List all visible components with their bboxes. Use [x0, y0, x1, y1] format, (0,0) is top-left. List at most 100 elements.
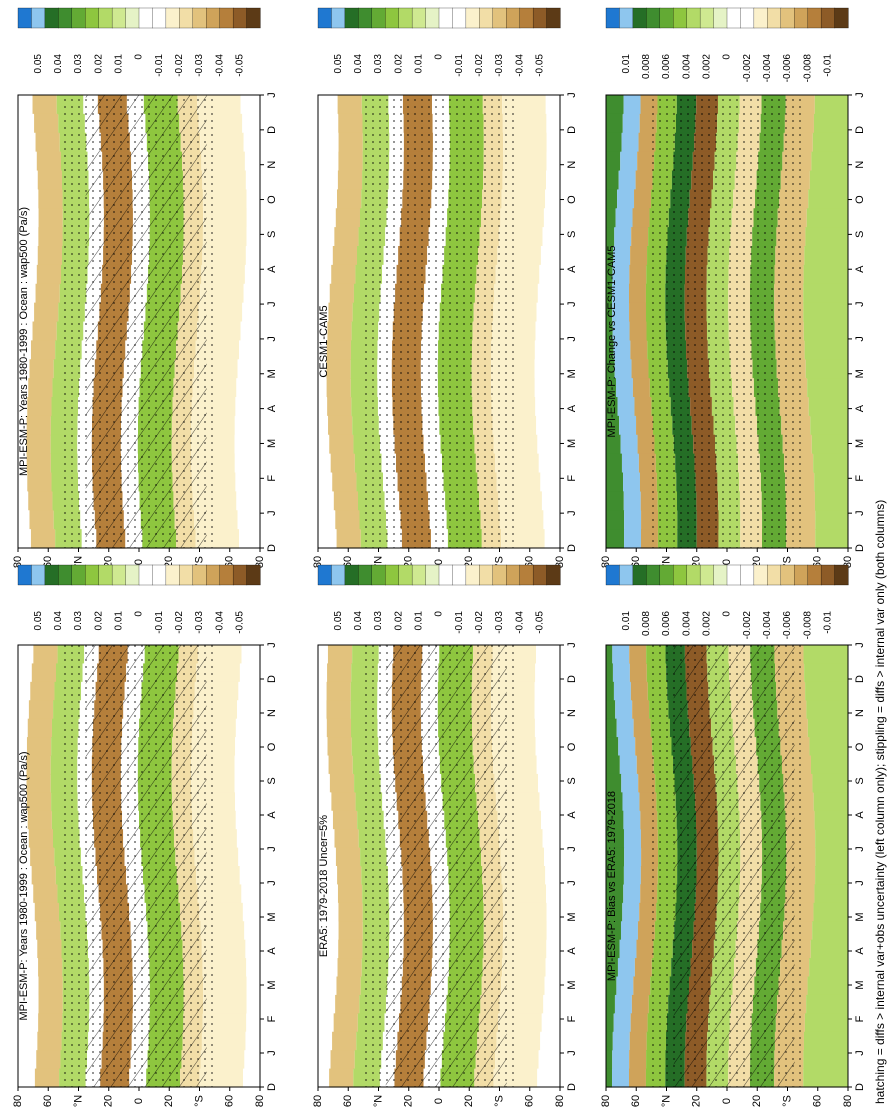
contour-cell: [18, 453, 27, 474]
contour-cell: [617, 958, 635, 978]
contour-cell: [18, 902, 35, 922]
contour-cell: [18, 1068, 35, 1088]
colorbar-label: 0: [722, 611, 733, 617]
contour-cell: [815, 510, 848, 530]
contour-cell: [606, 453, 622, 474]
colorbar-swatch: [58, 7, 73, 29]
contour-cell: [629, 264, 647, 285]
colorbar-label: 0: [134, 54, 145, 60]
contour-cell: [615, 378, 633, 398]
contour-cell: [335, 510, 360, 530]
contour-cell: [18, 994, 39, 1014]
contour-cell: [338, 921, 363, 941]
contour-cell: [624, 529, 642, 549]
contour-cell: [318, 453, 331, 474]
contour-cell: [318, 510, 336, 530]
contour-cell: [28, 700, 54, 720]
contour-cell: [38, 976, 63, 996]
contour-cell: [318, 491, 334, 511]
month-tick-label: A: [854, 811, 866, 819]
contour-cell: [245, 170, 260, 190]
colorbar-label: 0: [434, 54, 445, 60]
contour-cell: [606, 773, 622, 793]
colorbar-label: -0.03: [194, 54, 205, 77]
contour-cell: [18, 829, 29, 849]
contour-cell: [612, 1031, 630, 1051]
lat-tick-label: °S: [493, 1095, 505, 1107]
contour-cell: [612, 645, 630, 665]
contour-cell: [329, 1068, 354, 1088]
month-tick-label: D: [266, 1083, 278, 1091]
contour-cell: [318, 132, 339, 153]
contour-cell: [318, 921, 339, 941]
contour-cell: [632, 208, 650, 228]
contour-cell: [240, 321, 260, 341]
colorbar-swatch: [206, 564, 221, 586]
lat-tick-label: °S: [781, 556, 793, 568]
contour-cell: [546, 884, 560, 904]
contour-cell: [619, 939, 637, 959]
colorbar-swatch: [179, 564, 194, 586]
contour-cell: [242, 902, 260, 922]
contour-cell: [332, 472, 357, 492]
contour-cell: [328, 755, 353, 775]
lat-tick-label: °N: [72, 1095, 84, 1107]
contour-cell: [243, 283, 260, 304]
contour-cell: [629, 645, 647, 665]
contour-cell: [539, 264, 560, 285]
contour-cell: [534, 359, 560, 379]
contour-cell: [18, 663, 32, 683]
colorbar-label: -0.04: [514, 611, 525, 634]
contour-cell: [629, 302, 647, 323]
contour-cell: [542, 829, 560, 849]
contour-cell: [318, 227, 335, 247]
colorbar-label: -0.05: [234, 611, 245, 634]
lat-tick-label: 0: [721, 559, 733, 565]
contour-cell: [614, 994, 632, 1014]
contour-cell: [606, 208, 616, 228]
contour-cell: [28, 829, 53, 849]
contour-cell: [812, 773, 848, 793]
contour-cell: [614, 227, 632, 247]
contour-cell: [239, 663, 260, 683]
colorbar-label: 0.04: [53, 611, 64, 631]
colorbar-swatch: [179, 7, 194, 29]
colorbar-label: -0.01: [454, 54, 465, 77]
contour-cell: [612, 1050, 630, 1070]
contour-cell: [246, 976, 260, 996]
contour-cell: [806, 700, 848, 720]
colorbar-swatch: [753, 564, 768, 586]
contour-cell: [606, 663, 613, 683]
lat-tick-label: 20: [691, 1095, 703, 1107]
colorbar-swatch: [726, 7, 741, 29]
hatching-overlay: [673, 645, 795, 1087]
contour-cell: [546, 170, 560, 190]
month-tick-label: M: [566, 980, 578, 989]
contour-cell: [606, 472, 624, 492]
contour-cell: [606, 434, 621, 455]
colorbar-swatch: [506, 564, 521, 586]
contour-cell: [606, 681, 614, 701]
contour-cell: [327, 397, 352, 417]
hatching-overlay: [85, 95, 207, 548]
contour-cell: [606, 884, 624, 904]
colorbar-swatch: [820, 564, 836, 586]
contour-cell: [807, 718, 848, 738]
colorbar-label: 0.006: [661, 611, 672, 636]
contour-cell: [337, 95, 362, 115]
contour-cell: [536, 755, 560, 775]
lat-tick-label: 80: [12, 1095, 24, 1107]
contour-cell: [613, 681, 631, 701]
contour-cell: [318, 246, 333, 266]
month-tick-label: D: [266, 544, 278, 552]
colorbar-swatch: [331, 564, 346, 586]
contour-cell: [628, 1068, 646, 1088]
month-tick-label: D: [566, 675, 578, 683]
colorbar-swatch: [358, 564, 373, 586]
contour-cell: [18, 340, 31, 360]
colorbar-swatch: [546, 7, 561, 29]
contour-cell: [536, 302, 560, 323]
month-tick-label: S: [566, 777, 578, 784]
contour-cell: [237, 510, 260, 530]
colorbar-swatch: [780, 564, 795, 586]
